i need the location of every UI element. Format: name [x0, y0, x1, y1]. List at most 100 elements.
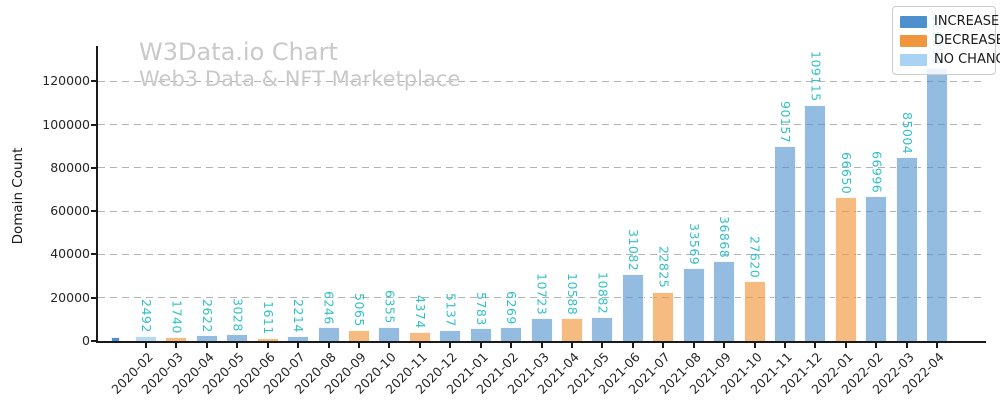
- x-tick-mark: [844, 343, 847, 348]
- bar-value-label: 5065: [352, 293, 368, 328]
- x-tick-mark: [327, 343, 330, 348]
- bar-value-label: 4374: [412, 294, 428, 329]
- bar-value-label: 6355: [382, 290, 398, 325]
- x-tick-mark: [358, 343, 361, 348]
- x-tick-mark: [388, 343, 391, 348]
- legend-label-increase: INCREASE: [934, 14, 1000, 29]
- bar-value-label: 1740: [169, 300, 185, 335]
- bar-2021-04: [561, 318, 584, 341]
- y-tick-label: 100000: [42, 116, 90, 132]
- x-tick-mark: [601, 343, 604, 348]
- bar-2021-11: [774, 145, 797, 341]
- bar-value-label: 10882: [595, 272, 611, 315]
- x-tick-mark: [571, 343, 574, 348]
- x-tick-mark: [236, 343, 239, 348]
- x-tick-mark: [266, 343, 269, 348]
- bar-value-label: 2214: [291, 299, 307, 334]
- y-tick-mark: [91, 123, 97, 126]
- bar-value-label: 66650: [838, 151, 854, 194]
- x-tick-mark: [297, 343, 300, 348]
- bar-2020-05: [226, 334, 249, 341]
- bar-2020-03: [165, 337, 188, 341]
- bar-2020-12: [439, 329, 462, 341]
- x-tick-mark: [205, 343, 208, 348]
- bar-2022-03: [895, 157, 918, 341]
- bar-2021-05: [591, 317, 614, 341]
- y-tick-label: 60000: [50, 203, 90, 219]
- bar-value-label: 66996: [869, 150, 885, 194]
- bar-value-label: 85004: [899, 111, 915, 155]
- gridline: [98, 253, 985, 255]
- bar-2020-07: [287, 336, 310, 341]
- bar-value-label: 31082: [625, 228, 641, 271]
- gridline: [98, 124, 985, 126]
- y-tick-label: 20000: [50, 289, 90, 305]
- chart-title-watermark: W3Data.io Chart: [139, 38, 338, 66]
- y-tick-mark: [91, 80, 97, 83]
- y-tick-mark: [91, 210, 97, 213]
- x-tick-mark: [418, 343, 421, 348]
- bar-value-label: 10588: [565, 272, 581, 316]
- decrease-swatch-icon: [900, 34, 927, 47]
- bar-2020-09: [348, 330, 371, 341]
- x-axis-spine: [96, 341, 986, 343]
- x-tick-mark: [631, 343, 634, 348]
- legend-item-no-change: NO CHANGE: [900, 50, 1000, 69]
- x-tick-mark: [936, 343, 939, 348]
- bar-2020-10: [378, 327, 401, 341]
- bar-2021-01: [469, 328, 492, 341]
- bar-2020-08: [317, 327, 340, 341]
- increase-swatch-icon: [900, 15, 927, 28]
- bar-value-label: 22825: [656, 246, 672, 289]
- bar-value-label: 1611: [260, 300, 276, 335]
- bar-2021-02: [500, 327, 523, 341]
- bar-value-label: 90157: [778, 100, 794, 143]
- bar-2022-04: [926, 67, 949, 341]
- y-tick-label: 80000: [50, 159, 90, 175]
- y-tick-mark: [91, 253, 97, 256]
- bar-2021-08: [682, 268, 705, 341]
- bar-2021-12: [804, 104, 827, 341]
- bar-2021-10: [743, 281, 766, 341]
- bar-value-label: 2492: [139, 298, 155, 333]
- x-tick-mark: [662, 343, 665, 348]
- no-change-swatch-icon: [900, 53, 927, 66]
- legend-item-increase: INCREASE: [900, 12, 999, 31]
- bar-2022-02: [865, 196, 888, 341]
- x-tick-mark: [905, 343, 908, 348]
- y-tick-label: 120000: [42, 73, 90, 89]
- bar-value-label: 36868: [717, 215, 733, 259]
- bar-2021-03: [530, 317, 553, 341]
- bar-value-label: 10723: [534, 272, 550, 315]
- bar-2020-02: [135, 335, 158, 341]
- bar-value-label: 2622: [199, 298, 215, 333]
- legend-label-no-change: NO CHANGE: [934, 52, 1000, 67]
- bar-value-label: 3028: [230, 297, 246, 332]
- y-tick-mark: [91, 296, 97, 299]
- x-tick-mark: [510, 343, 513, 348]
- legend-item-decrease: DECREASE: [900, 31, 1000, 50]
- x-tick-mark: [753, 343, 756, 348]
- y-tick-label: 0: [82, 333, 90, 348]
- y-tick-mark: [91, 340, 97, 342]
- bar-value-label: 6269: [504, 290, 520, 325]
- x-tick-mark: [814, 343, 817, 348]
- x-tick-mark: [449, 343, 452, 348]
- bar-2021-06: [621, 273, 644, 341]
- gridline: [98, 210, 985, 212]
- bar-2020-11: [408, 331, 431, 341]
- chart-subtitle-watermark: Web3 Data & NFT Marketplace: [139, 67, 461, 91]
- bar-value-label: 109115: [808, 51, 824, 102]
- bar-2020-06: [256, 337, 279, 341]
- legend-label-decrease: DECREASE: [934, 33, 1000, 48]
- bar-2021-09: [713, 261, 736, 341]
- bar-value-label: 5783: [473, 291, 489, 326]
- gridline: [98, 297, 985, 299]
- x-tick-mark: [175, 343, 178, 348]
- bar-value-label: 33569: [686, 223, 702, 266]
- gridline: [98, 80, 985, 82]
- bar-value-label: 27620: [747, 235, 763, 279]
- bar-first: [111, 337, 121, 341]
- y-tick-mark: [91, 166, 97, 169]
